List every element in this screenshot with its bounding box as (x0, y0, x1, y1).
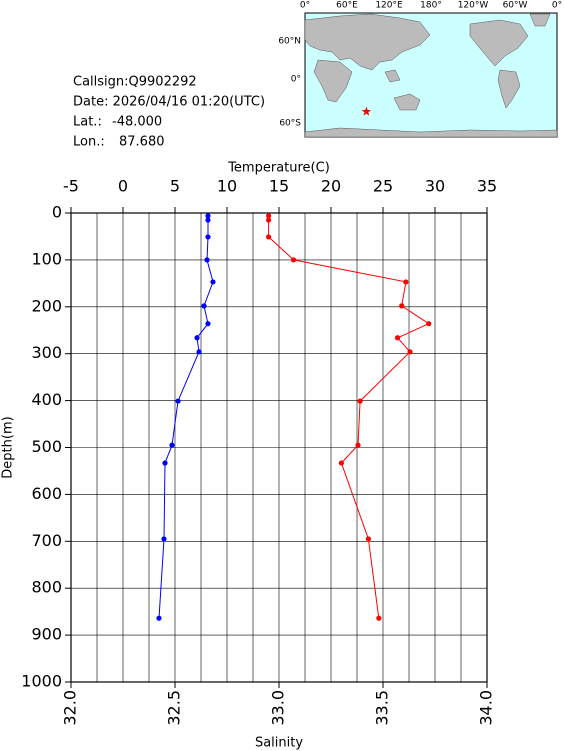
lon-value: 87.680 (119, 135, 165, 150)
profile-point (266, 217, 272, 223)
profile-point (205, 321, 211, 327)
map-lon-label: 60°W (503, 1, 528, 11)
profile-point (205, 217, 211, 223)
profile-point (399, 303, 405, 309)
map-lat-label: 0° (291, 75, 301, 85)
profile-point (210, 279, 216, 285)
profile-point (201, 303, 207, 309)
profile-point (205, 234, 211, 240)
x-tick-label: 5 (170, 177, 180, 196)
profile-point (376, 615, 382, 621)
profile-point (266, 234, 272, 240)
profile-point (338, 460, 344, 466)
x2-tick-label: 32.5 (165, 690, 184, 726)
profile-point (394, 335, 401, 341)
profile-point (357, 398, 363, 404)
date: Date: 2026/04/16 01:20(UTC) (73, 95, 265, 110)
x-tick-label: 35 (477, 177, 497, 196)
y-tick-label: 500 (31, 437, 62, 456)
profile-point (290, 257, 297, 263)
lat-value: -48.000 (112, 115, 162, 130)
map-land (304, 13, 558, 138)
x-tick-label: 30 (425, 177, 445, 196)
y-tick-label: 200 (31, 296, 62, 315)
profile-point (355, 442, 361, 448)
x-tick-label: 20 (321, 177, 341, 196)
station-marker (361, 106, 372, 116)
profile-point (161, 536, 167, 542)
y-tick-label: 700 (31, 531, 62, 550)
x-axis-title: Temperature(C) (227, 161, 330, 176)
y-tick-label: 100 (31, 249, 62, 268)
x2-tick-label: 32.0 (61, 690, 80, 726)
profile-point (156, 615, 162, 621)
map-lon-label: 120°W (458, 1, 489, 11)
y-tick-label: 400 (31, 390, 62, 409)
profile-point (194, 335, 200, 341)
profile-point (175, 398, 181, 404)
y-tick-label: 1000 (21, 672, 62, 691)
map-lon-label: 0° (300, 1, 310, 11)
profile-point (266, 213, 272, 219)
y-tick-label: 600 (31, 484, 62, 503)
map-lat-label: 60°S (279, 119, 301, 129)
profile-point (204, 257, 210, 263)
y-tick-label: 900 (31, 625, 62, 644)
x-tick-label: 10 (217, 177, 237, 196)
y-axis-title: Depth(m) (1, 416, 16, 478)
profile-point (169, 442, 175, 448)
map-lat-label: 60°N (278, 37, 301, 47)
profile-line (268, 215, 430, 619)
x-tick-label: 25 (373, 177, 393, 196)
map-lon-label: 0° (552, 1, 562, 11)
profile-point (205, 213, 211, 219)
x2-axis-title: Salinity (255, 736, 303, 751)
y-tick-label: 300 (31, 343, 62, 362)
profile-point (365, 536, 372, 542)
map-lon-label: 180° (420, 1, 442, 11)
lon-label: Lon.: (73, 135, 105, 150)
x-tick-label: -5 (63, 177, 79, 196)
map-lon-label: 120°E (375, 1, 403, 11)
x-tick-label: 15 (269, 177, 289, 196)
x2-tick-label: 34.0 (477, 690, 496, 726)
profile-line (158, 215, 214, 619)
x2-tick-label: 33.5 (373, 690, 392, 726)
map-lon-label: 60°E (336, 1, 358, 11)
lat-label: Lat.: (73, 115, 102, 130)
x-tick-label: 0 (118, 177, 128, 196)
profile-point (403, 279, 409, 285)
callsign: Callsign:Q9902292 (73, 75, 197, 90)
profile-point (407, 349, 413, 355)
y-tick-label: 800 (31, 578, 62, 597)
profile-point (162, 460, 168, 466)
x2-tick-label: 33.0 (269, 690, 288, 726)
y-tick-label: 0 (52, 203, 62, 222)
profile-point (426, 321, 432, 327)
profile-point (196, 349, 202, 355)
